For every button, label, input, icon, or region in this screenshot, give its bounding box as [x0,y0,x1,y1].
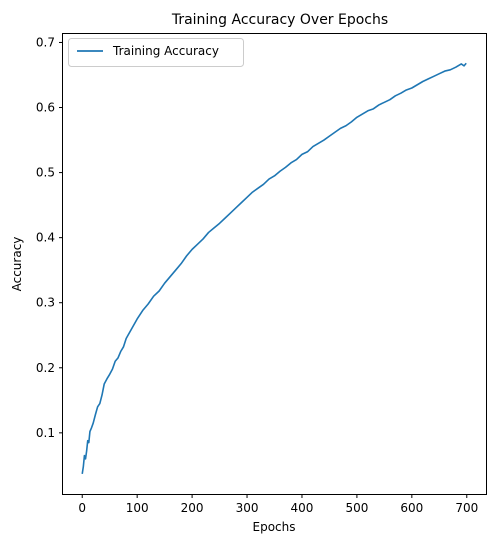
x-tick-label: 700 [455,501,478,515]
chart-title: Training Accuracy Over Epochs [171,12,388,28]
y-axis: 0.1 0.2 0.3 0.4 0.5 0.6 0.7 [36,35,63,440]
y-axis-label: Accuracy [10,237,24,292]
legend-box [68,38,244,67]
x-tick-label: 600 [400,501,423,515]
x-axis: 0 100 200 300 400 500 600 700 [78,494,478,515]
plot-frame [62,33,487,495]
y-tick-label: 0.7 [36,35,55,49]
y-tick-label: 0.6 [36,101,55,115]
x-tick-label: 100 [126,501,149,515]
legend-label: Training Accuracy [112,44,219,58]
x-tick-label: 300 [236,501,259,515]
legend: Training Accuracy [68,38,244,67]
x-axis-label: Epochs [253,520,296,534]
series-line-0 [81,62,467,474]
y-tick-label: 0.5 [36,166,55,180]
x-tick-label: 200 [181,501,204,515]
y-tick-label: 0.4 [36,231,55,245]
plot-area [81,62,467,474]
x-tick-label: 400 [291,501,314,515]
y-tick-label: 0.2 [36,361,55,375]
x-tick-label: 0 [78,501,86,515]
y-tick-label: 0.3 [36,296,55,310]
y-tick-label: 0.1 [36,426,55,440]
x-tick-label: 500 [345,501,368,515]
